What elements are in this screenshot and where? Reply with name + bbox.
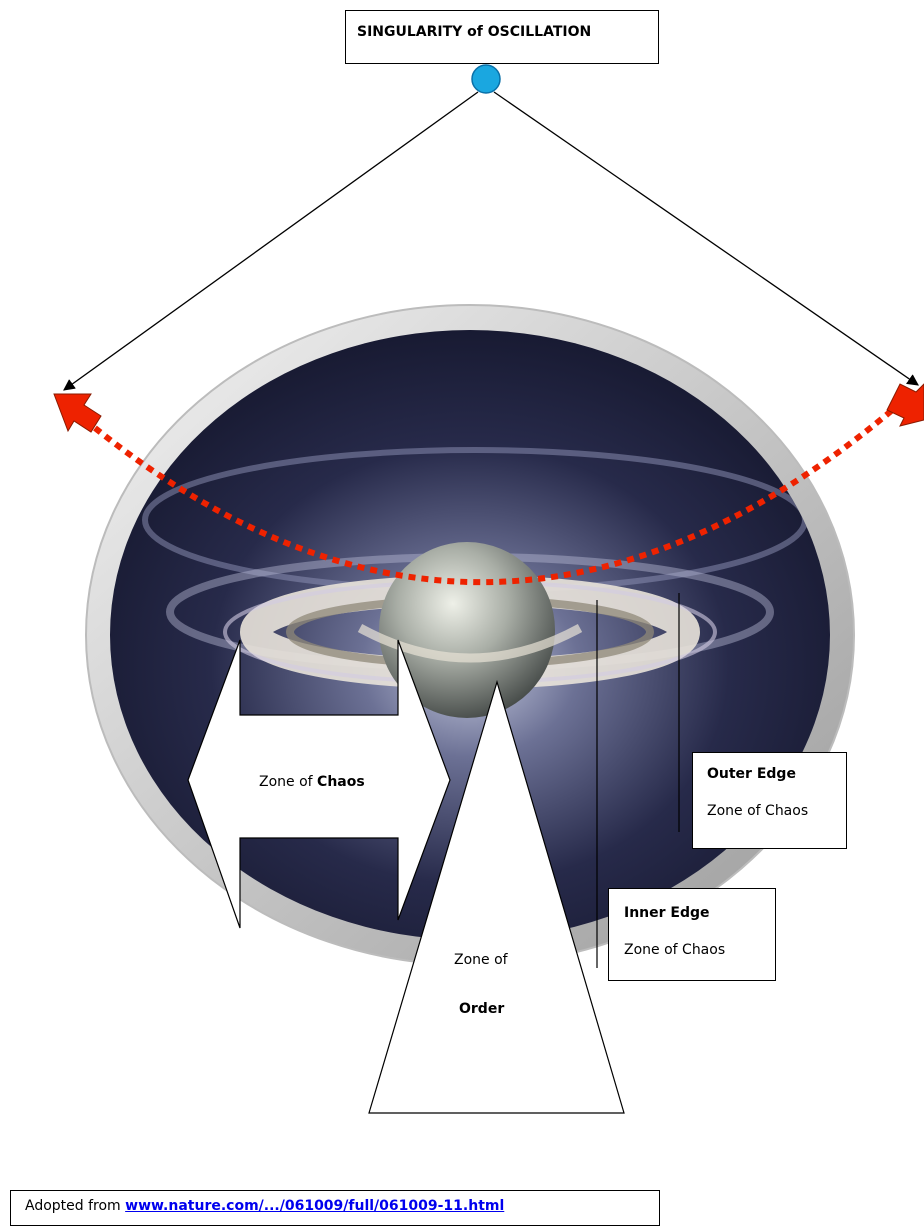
credit-prefix: Adopted from [25, 1198, 126, 1214]
pendulum-right-line [493, 91, 919, 386]
outer-edge-box: Outer Edge Zone of Chaos [692, 752, 847, 849]
outer-edge-heading: Outer Edge [707, 766, 796, 782]
order-zone-line2: Order [459, 1001, 504, 1017]
singularity-title: SINGULARITY of OSCILLATION [357, 24, 592, 40]
credit-box: Adopted from www.nature.com/.../061009/f… [10, 1190, 660, 1226]
order-zone-line1: Zone of [454, 952, 509, 968]
order-zone-triangle: Zone of Order [368, 679, 625, 1114]
pendulum-swing-path [93, 392, 912, 586]
left-swing-arrow-icon [53, 393, 102, 433]
chaos-zone-arrow: Zone of Chaos [187, 639, 451, 929]
pendulum-left-line [63, 91, 479, 391]
singularity-title-box: SINGULARITY of OSCILLATION [345, 10, 659, 64]
source-link[interactable]: www.nature.com/.../061009/full/061009-11… [125, 1198, 505, 1214]
right-swing-arrow-icon [886, 383, 924, 427]
planet [379, 542, 555, 718]
inner-edge-label: Zone of Chaos [624, 942, 726, 958]
inner-edge-box: Inner Edge Zone of Chaos [608, 888, 776, 981]
outer-edge-label: Zone of Chaos [707, 803, 809, 819]
chaos-zone-label: Zone of Chaos [259, 774, 365, 790]
inner-edge-heading: Inner Edge [624, 905, 710, 921]
singularity-dot [471, 64, 501, 94]
